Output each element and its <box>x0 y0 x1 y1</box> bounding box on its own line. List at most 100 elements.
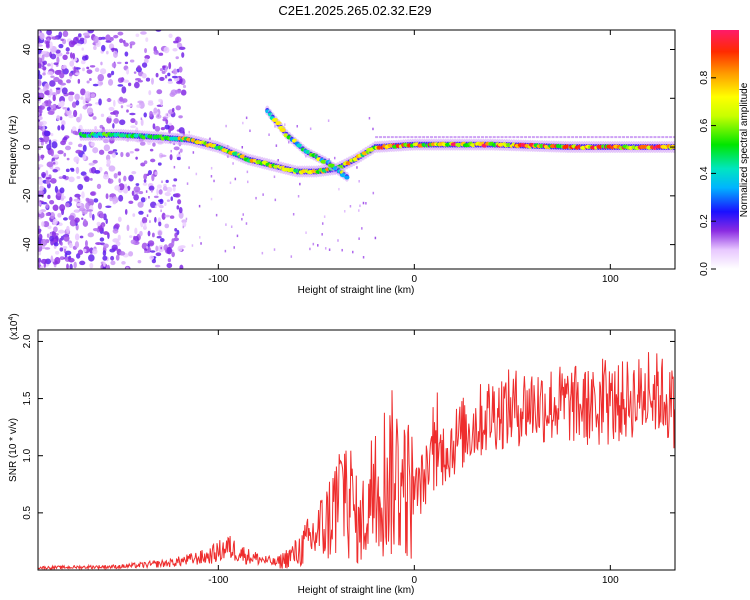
spectrogram-noise-speck <box>67 107 70 111</box>
spectrogram-noise-speck <box>149 255 155 260</box>
spectrogram-noise-speck <box>46 71 54 76</box>
spectrogram-noise-speck <box>96 221 101 227</box>
spectrogram-noise-speck <box>171 75 179 79</box>
spectrogram-noise-speck <box>145 77 151 82</box>
spectrogram-noise-speck <box>168 122 172 126</box>
spectrogram-noise-speck <box>166 263 173 269</box>
spectrogram-noise-speck <box>40 141 44 146</box>
spectrogram-noise-speck <box>91 213 95 221</box>
spectrogram-panel: -100 0 100 -40 -20 0 20 40 Height of straight l… <box>8 29 676 296</box>
spectrogram-noise-speck <box>79 113 83 121</box>
spectrogram-noise-speck <box>38 74 43 80</box>
spectrogram-noise-speck <box>134 227 138 235</box>
spectrogram-noise-speck <box>106 264 111 269</box>
colorbar-tick-label: 0.0 <box>699 262 710 276</box>
spectrogram-noise-speck <box>38 237 41 244</box>
spectrogram-noise-speck <box>73 261 77 269</box>
spectrogram-noise-speck <box>81 217 84 220</box>
spectrogram-faint-speck <box>140 117 143 121</box>
spectrogram-ghost <box>512 136 516 139</box>
spectrogram-noise-speck <box>131 171 137 175</box>
spectrogram-ghost <box>653 136 657 139</box>
spectrogram-noise-speck <box>137 201 144 208</box>
spectrogram-ghost <box>453 136 457 139</box>
colorbar: 0.0 0.2 0.4 0.6 0.8 Normalized spectral ampl… <box>699 30 750 276</box>
spectrogram-ghost <box>633 136 637 139</box>
spectrogram-noise-speck <box>121 98 128 103</box>
spectrogram-noise-speck <box>126 224 130 232</box>
spectrogram-noise-speck <box>111 62 117 68</box>
spectrogram-faint-speck <box>368 116 371 120</box>
spectrogram-faint-speck <box>188 166 190 169</box>
spectrogram-noise-speck <box>38 88 45 93</box>
spectrogram-noise-speck <box>50 75 55 78</box>
spectrogram-noise-speck <box>40 139 45 143</box>
spectrogram-ghost <box>567 136 571 139</box>
spectrogram-noise-speck <box>50 62 54 70</box>
spectrogram-faint-speck <box>255 196 257 200</box>
spectrogram-noise-speck <box>84 176 90 182</box>
spectrogram-noise-speck <box>68 141 73 146</box>
spectrogram-noise-speck <box>42 125 46 132</box>
spectrogram-noise-speck <box>160 126 166 131</box>
spectrogram-noise-speck <box>82 32 90 37</box>
spectrogram-noise-speck <box>53 226 58 233</box>
spectrogram-noise-speck <box>59 256 65 261</box>
spectrogram-noise-speck <box>144 47 148 54</box>
spectrogram-noise-speck <box>117 171 122 176</box>
spectrogram-noise-speck <box>142 182 148 186</box>
spectrogram-ghost <box>469 136 473 139</box>
spectrogram-noise-speck <box>135 183 140 186</box>
spectrogram-faint-speck <box>144 250 146 253</box>
spectrogram-faint-speck <box>188 130 190 134</box>
spectrogram-ghost <box>602 136 606 139</box>
spectrogram-noise-speck <box>50 178 57 184</box>
spectrogram-noise-speck <box>129 43 133 49</box>
spectrogram-noise-speck <box>132 213 136 217</box>
spectrogram-noise-speck <box>119 251 126 256</box>
spectrogram-noise-speck <box>154 264 161 268</box>
spectrogram-noise-speck <box>110 260 116 266</box>
spectrogram-noise-speck <box>52 154 60 158</box>
spectrogram-faint-speck <box>297 195 300 198</box>
spectrogram-noise-speck <box>99 237 105 242</box>
snr-ytick-label: 2.0 <box>22 334 33 348</box>
spectrogram-noise-speck <box>77 183 84 191</box>
spectrogram-noise-speck <box>172 186 176 192</box>
spectrogram-noise-speck <box>123 79 130 83</box>
spectrogram-noise-speck <box>113 50 118 58</box>
spectrogram-noise-speck <box>133 81 140 89</box>
spectrogram-noise-speck <box>161 70 166 74</box>
spectrogram-noise-speck <box>51 141 58 149</box>
spectrogram-noise-speck <box>86 80 90 84</box>
spectrogram-noise-speck <box>164 214 171 218</box>
spectrogram-noise-speck <box>171 107 175 113</box>
spectrogram-noise-speck <box>60 197 64 201</box>
spectrogram-noise-speck <box>56 69 63 73</box>
spectrogram-noise-speck <box>147 169 153 176</box>
spectrogram-noise-speck <box>58 176 63 179</box>
spectrogram-noise-speck <box>52 218 58 226</box>
spectrogram-noise-speck <box>39 185 45 191</box>
spectrogram-noise-speck <box>92 116 97 120</box>
spectrogram-noise-speck <box>158 52 164 56</box>
spectrogram-noise-speck <box>160 154 167 158</box>
spectrogram-noise-speck <box>75 149 82 154</box>
spectrogram-ghost <box>618 136 622 139</box>
spectrogram-faint-speck <box>343 210 346 213</box>
spectrogram-noise-speck <box>153 50 159 55</box>
spectrogram-faint-speck <box>362 256 365 259</box>
spectrogram-noise-speck <box>38 225 41 229</box>
spectrogram-faint-speck <box>146 246 148 249</box>
spectrogram-noise-speck <box>108 106 115 112</box>
spectrogram-noise-speck <box>154 171 158 176</box>
spectrogram-noise-speck <box>60 38 64 42</box>
snr-multiplier: (x104) <box>8 313 20 340</box>
spectrogram-noise-speck <box>103 231 109 235</box>
spectrogram-noise-speck <box>103 144 111 152</box>
spectrogram-noise-speck <box>83 218 87 224</box>
spectrogram-faint-speck <box>149 220 151 223</box>
spectrogram-noise-speck <box>124 208 128 215</box>
spectrogram-noise-speck <box>77 249 84 255</box>
spectrogram-noise-speck <box>158 221 162 227</box>
